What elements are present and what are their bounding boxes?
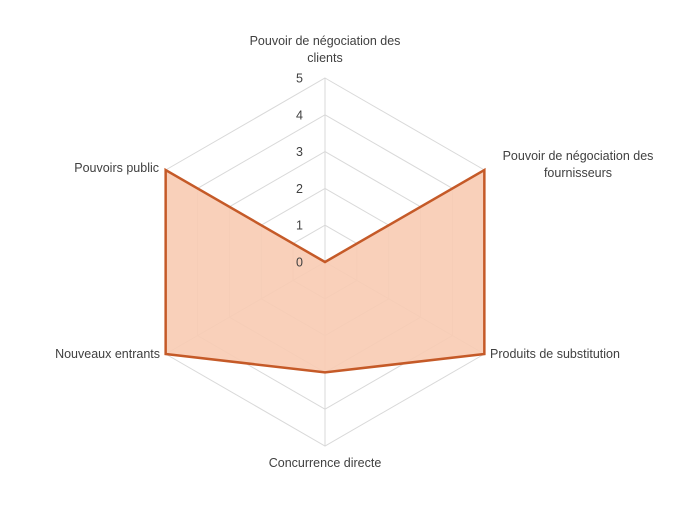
category-label-5: Pouvoirs public (74, 161, 159, 175)
tick-label-0: 0 (296, 256, 303, 270)
tick-label-4: 4 (296, 108, 303, 122)
category-label-line: fournisseurs (544, 166, 612, 180)
category-label-line: Concurrence directe (269, 456, 382, 470)
category-label-line: Pouvoir de négociation des (503, 149, 654, 163)
category-label-line: Pouvoirs public (74, 161, 159, 175)
tick-layer: 0 1 2 3 4 5 (296, 72, 303, 270)
category-label-2: Produits de substitution (490, 347, 620, 361)
tick-label-1: 1 (296, 219, 303, 233)
tick-label-5: 5 (296, 72, 303, 86)
category-label-3: Concurrence directe (269, 456, 382, 470)
category-label-layer: Pouvoir de négociation desclientsPouvoir… (55, 34, 653, 470)
category-label-line: clients (307, 51, 342, 65)
category-label-line: Nouveaux entrants (55, 347, 160, 361)
category-label-0: Pouvoir de négociation des clients (250, 34, 401, 65)
category-label-1: Pouvoir de négociation des fournisseurs (503, 149, 654, 180)
tick-label-3: 3 (296, 145, 303, 159)
category-label-4: Nouveaux entrants (55, 347, 160, 361)
category-label-line: Pouvoir de négociation des (250, 34, 401, 48)
category-label-line: Produits de substitution (490, 347, 620, 361)
tick-label-2: 2 (296, 182, 303, 196)
series-layer (164, 167, 486, 374)
